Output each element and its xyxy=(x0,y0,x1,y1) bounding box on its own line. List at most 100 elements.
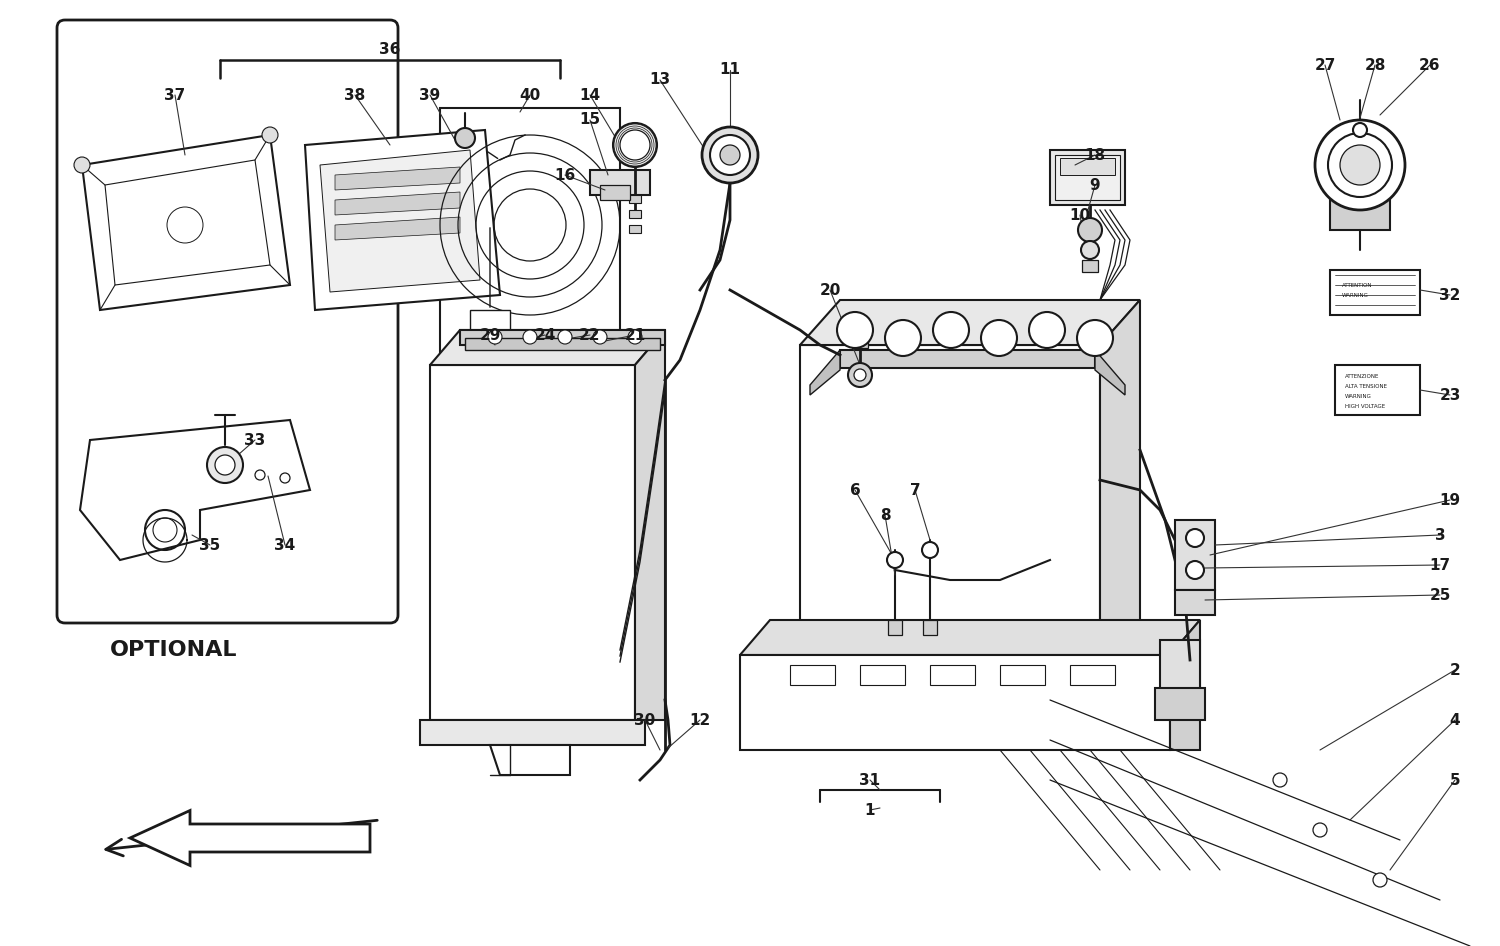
Polygon shape xyxy=(1160,640,1200,690)
Polygon shape xyxy=(1060,158,1114,175)
Polygon shape xyxy=(590,170,650,195)
Text: 34: 34 xyxy=(274,537,296,552)
Polygon shape xyxy=(852,338,868,348)
Circle shape xyxy=(74,157,90,173)
FancyArrow shape xyxy=(130,811,370,866)
Text: 40: 40 xyxy=(519,87,540,102)
Circle shape xyxy=(166,207,202,243)
Polygon shape xyxy=(600,185,630,200)
Polygon shape xyxy=(1330,270,1420,315)
Polygon shape xyxy=(1155,688,1204,720)
Text: OPTIONAL: OPTIONAL xyxy=(110,640,237,660)
Polygon shape xyxy=(480,340,520,365)
Polygon shape xyxy=(800,300,1140,345)
Text: WARNING: WARNING xyxy=(1346,394,1372,399)
Text: 11: 11 xyxy=(720,62,741,78)
Circle shape xyxy=(1340,145,1380,185)
Polygon shape xyxy=(740,655,1170,750)
Polygon shape xyxy=(1000,665,1045,685)
Circle shape xyxy=(614,123,657,167)
Circle shape xyxy=(1372,873,1388,887)
Polygon shape xyxy=(859,665,904,685)
Circle shape xyxy=(710,135,750,175)
Circle shape xyxy=(620,130,650,160)
Polygon shape xyxy=(1070,665,1114,685)
Text: 7: 7 xyxy=(909,482,921,498)
Circle shape xyxy=(454,128,476,148)
Text: 37: 37 xyxy=(165,87,186,102)
Polygon shape xyxy=(1050,150,1125,205)
Circle shape xyxy=(720,145,740,165)
Text: 3: 3 xyxy=(1434,528,1446,542)
Circle shape xyxy=(981,320,1017,356)
Text: 31: 31 xyxy=(859,773,880,787)
Circle shape xyxy=(885,320,921,356)
Text: 32: 32 xyxy=(1440,288,1461,303)
Polygon shape xyxy=(470,310,510,340)
Polygon shape xyxy=(888,620,902,635)
Text: 6: 6 xyxy=(849,482,861,498)
Circle shape xyxy=(847,363,871,387)
Text: HIGH VOLTAGE: HIGH VOLTAGE xyxy=(1346,404,1384,409)
Text: 29: 29 xyxy=(480,327,501,342)
Text: 25: 25 xyxy=(1430,587,1450,603)
Circle shape xyxy=(488,330,502,344)
Circle shape xyxy=(1328,133,1392,197)
Text: 28: 28 xyxy=(1365,58,1386,73)
Polygon shape xyxy=(304,130,500,310)
Polygon shape xyxy=(320,150,480,292)
Text: 5: 5 xyxy=(1449,773,1461,787)
Circle shape xyxy=(558,330,572,344)
Polygon shape xyxy=(460,330,664,345)
Text: 21: 21 xyxy=(624,327,645,342)
Circle shape xyxy=(1186,529,1204,547)
Circle shape xyxy=(853,369,865,381)
Polygon shape xyxy=(810,350,840,395)
Circle shape xyxy=(922,542,938,558)
Text: 26: 26 xyxy=(1419,58,1440,73)
Polygon shape xyxy=(840,350,1095,368)
Polygon shape xyxy=(1100,300,1140,655)
Polygon shape xyxy=(634,330,664,720)
Circle shape xyxy=(262,127,278,143)
Text: 8: 8 xyxy=(879,507,891,522)
Circle shape xyxy=(592,330,608,344)
Circle shape xyxy=(1312,823,1328,837)
Circle shape xyxy=(886,552,903,568)
Text: ALTA TENSIONE: ALTA TENSIONE xyxy=(1346,384,1388,389)
Text: 18: 18 xyxy=(1084,148,1106,163)
Polygon shape xyxy=(1054,155,1120,200)
Text: 16: 16 xyxy=(555,167,576,183)
Text: 33: 33 xyxy=(244,432,266,447)
Circle shape xyxy=(837,312,873,348)
Polygon shape xyxy=(790,665,836,685)
Text: 35: 35 xyxy=(200,537,220,552)
Circle shape xyxy=(1274,773,1287,787)
Text: 1: 1 xyxy=(864,802,876,817)
Text: 10: 10 xyxy=(1070,207,1090,222)
Circle shape xyxy=(1029,312,1065,348)
Text: 13: 13 xyxy=(650,73,670,87)
Circle shape xyxy=(255,470,266,480)
Text: 38: 38 xyxy=(345,87,366,102)
Text: 19: 19 xyxy=(1440,493,1461,507)
Text: 4: 4 xyxy=(1449,712,1461,727)
Circle shape xyxy=(628,330,642,344)
Polygon shape xyxy=(334,217,460,240)
Circle shape xyxy=(1316,120,1406,210)
Polygon shape xyxy=(105,160,270,285)
Circle shape xyxy=(280,473,290,483)
Polygon shape xyxy=(490,745,570,775)
Text: 15: 15 xyxy=(579,113,600,128)
Polygon shape xyxy=(334,192,460,215)
Polygon shape xyxy=(80,420,310,560)
Text: ATTENZIONE: ATTENZIONE xyxy=(1346,374,1380,379)
Text: 39: 39 xyxy=(420,87,441,102)
Polygon shape xyxy=(334,167,460,190)
Text: 27: 27 xyxy=(1314,58,1335,73)
Text: 23: 23 xyxy=(1440,388,1461,402)
Polygon shape xyxy=(420,720,645,745)
Polygon shape xyxy=(440,108,620,360)
Circle shape xyxy=(1077,320,1113,356)
Circle shape xyxy=(1082,241,1100,259)
